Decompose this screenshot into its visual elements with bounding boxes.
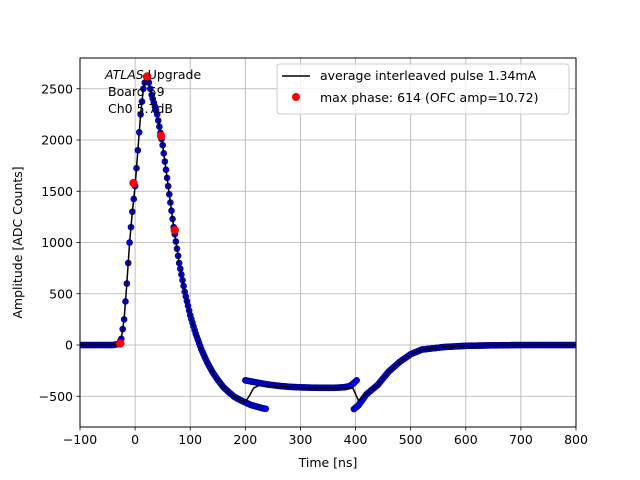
max-phase-marker	[156, 131, 166, 141]
y-tick-label: 0	[65, 338, 73, 353]
x-tick-label: 400	[344, 432, 368, 447]
max-phase-marker	[170, 226, 179, 235]
max-phase-marker	[143, 72, 152, 81]
average-pulse-line	[80, 74, 576, 403]
series-group	[80, 72, 576, 413]
annotation-line-2: Board 59	[108, 84, 165, 99]
legend-box	[276, 63, 570, 115]
annotation-atlas: ATLAS	[104, 67, 144, 82]
max-phase-marker	[129, 178, 138, 188]
y-tick-label: −500	[39, 389, 73, 404]
x-tick-label: 300	[289, 432, 313, 447]
y-tick-label: 1500	[41, 184, 73, 199]
x-tick-label: 700	[509, 432, 533, 447]
ticks: −100 0 100 200 300 400 500 600 700 800 −500 0 500 100…	[39, 81, 588, 447]
x-tick-label: 500	[399, 432, 423, 447]
x-tick-label: 600	[454, 432, 478, 447]
legend-marker-swatch	[292, 93, 300, 101]
legend: average interleaved pulse 1.34mA max pha…	[276, 63, 570, 115]
annotation-line-1: ATLAS Upgrade	[104, 67, 201, 82]
annotation: ATLAS Upgrade Board 59 Ch0 5.7dB	[104, 67, 201, 116]
x-tick-label: 800	[564, 432, 588, 447]
annotation-upgrade: Upgrade	[144, 67, 202, 82]
plot-area	[80, 72, 576, 413]
x-tick-label: −100	[63, 432, 97, 447]
annotation-line-3: Ch0 5.7dB	[108, 101, 173, 116]
x-tick-label: 0	[131, 432, 139, 447]
y-tick-label: 500	[49, 286, 73, 301]
y-tick-label: 2000	[41, 133, 73, 148]
x-axis-label: Time [ns]	[298, 455, 358, 470]
x-tick-label: 100	[178, 432, 202, 447]
x-tick-label: 200	[233, 432, 257, 447]
max-phase-marker	[116, 339, 125, 348]
legend-entry-max-phase: max phase: 614 (OFC amp=10.72)	[320, 90, 538, 105]
scatter-point	[353, 377, 360, 384]
y-tick-label: 2500	[41, 81, 73, 96]
y-axis-label: Amplitude [ADC Counts]	[10, 166, 25, 318]
y-tick-label: 1000	[41, 235, 73, 250]
legend-entry-average-pulse: average interleaved pulse 1.34mA	[320, 68, 537, 83]
scatter-point	[262, 405, 270, 413]
